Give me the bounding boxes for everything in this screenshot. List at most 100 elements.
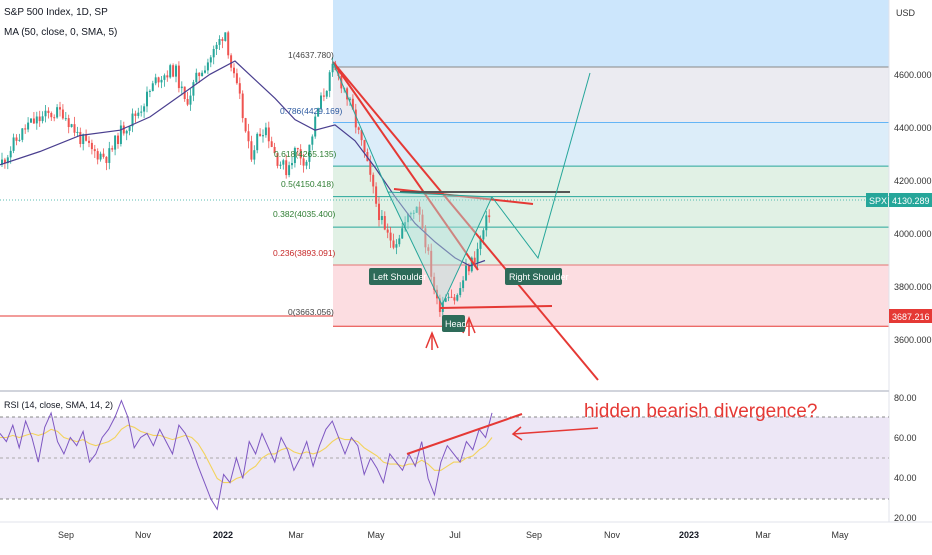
time-label-2022: 2022 xyxy=(213,530,233,540)
candle-body xyxy=(143,106,146,112)
candle-body xyxy=(456,295,459,301)
candle-body xyxy=(331,63,334,73)
price-tick-4600: 4600.000 xyxy=(894,70,932,80)
candle-body xyxy=(320,95,322,109)
candle-body xyxy=(76,131,79,133)
candle-body xyxy=(262,135,264,137)
symbol-title[interactable]: S&P 500 Index, 1D, SP xyxy=(4,7,108,18)
candle-body xyxy=(354,109,357,128)
candle-body xyxy=(346,88,349,100)
candle-body xyxy=(465,265,467,281)
candle-body xyxy=(433,276,436,290)
candle-body xyxy=(59,107,61,110)
candle-body xyxy=(235,73,238,84)
candle-body xyxy=(99,153,102,160)
candle-body xyxy=(267,127,270,142)
candle-body xyxy=(1,159,3,165)
candle-body xyxy=(189,95,192,105)
candle-body xyxy=(308,144,311,162)
candle-body xyxy=(108,148,111,163)
candle-body xyxy=(407,214,409,223)
candle-body xyxy=(453,297,456,301)
candle-body xyxy=(418,206,421,215)
candle-body xyxy=(44,110,47,117)
rsi-label[interactable]: RSI (14, close, SMA, 14, 2) xyxy=(4,400,113,410)
candle-body xyxy=(24,128,27,130)
candle-body xyxy=(30,118,32,123)
candle-body xyxy=(389,232,392,241)
left-shoulder-label[interactable]: Left Shoulder xyxy=(369,268,427,285)
candle-body xyxy=(264,127,267,136)
candle-body xyxy=(351,98,354,110)
candle-body xyxy=(79,131,82,144)
candle-body xyxy=(302,158,305,166)
divergence-annotation[interactable]: hidden bearish divergence? xyxy=(584,401,817,422)
candle-body xyxy=(363,140,366,153)
candle-body xyxy=(380,216,383,221)
candle-body xyxy=(73,124,76,133)
price-tick-3600: 3600.000 xyxy=(894,335,932,345)
pattern-drawings[interactable] xyxy=(332,61,599,381)
candle-body xyxy=(157,77,160,83)
fib-zone-0 xyxy=(333,66,889,123)
candle-body xyxy=(56,107,59,118)
fibonacci-retracement[interactable] xyxy=(0,0,889,327)
head-text: Head xyxy=(445,319,467,329)
ma-indicator-label[interactable]: MA (50, close, 0, SMA, 5) xyxy=(4,27,117,38)
candle-body xyxy=(293,147,296,164)
candle-body xyxy=(447,296,450,299)
candle-body xyxy=(250,141,253,160)
candle-body xyxy=(427,247,430,251)
candle-body xyxy=(206,62,209,71)
right-shoulder-text: Right Shoulder xyxy=(509,272,569,282)
candle-body xyxy=(476,248,479,263)
divergence-arrow-shaft[interactable] xyxy=(512,427,599,435)
time-label-2023: 2023 xyxy=(679,530,699,540)
candle-body xyxy=(93,149,96,152)
spx-price-tag[interactable]: SPX 4130.289 xyxy=(866,193,932,207)
candle-body xyxy=(285,160,288,176)
candle-body xyxy=(198,72,201,77)
candle-body xyxy=(3,159,6,164)
candle-body xyxy=(221,39,224,41)
candle-body xyxy=(488,215,491,218)
projection-trendline xyxy=(332,61,599,381)
candle-body xyxy=(412,212,415,214)
candle-body xyxy=(479,239,482,249)
candle-body xyxy=(172,65,175,77)
fib-label-0786: 0.786(4429.169) xyxy=(280,106,343,116)
rsi-divergence-line[interactable] xyxy=(406,413,523,455)
candle-body xyxy=(64,118,67,120)
candle-body xyxy=(163,75,166,80)
candle-body xyxy=(148,90,151,92)
pattern-leg xyxy=(332,61,389,193)
head-label[interactable]: Head xyxy=(442,315,467,332)
candle-body xyxy=(409,213,412,215)
right-shoulder-label[interactable]: Right Shoulder xyxy=(505,268,569,285)
candle-body xyxy=(401,228,404,239)
candle-body xyxy=(9,150,12,158)
left-shoulder-text: Left Shoulder xyxy=(373,272,427,282)
candle-body xyxy=(67,118,70,128)
low-price-tag[interactable]: 3687.216 xyxy=(889,309,932,323)
candle-body xyxy=(27,122,30,130)
time-label-jul-2022: Jul xyxy=(449,530,461,540)
time-axis[interactable]: Sep Nov 2022 Mar May Jul Sep Nov 2023 Ma… xyxy=(0,521,932,540)
candle-body xyxy=(311,136,314,145)
candle-body xyxy=(134,113,137,116)
candle-body xyxy=(444,298,447,302)
price-tick-4200: 4200.000 xyxy=(894,176,932,186)
candle-body xyxy=(140,111,143,113)
candle-body xyxy=(273,146,276,154)
candle-body xyxy=(90,142,93,150)
candle-body xyxy=(209,57,212,63)
candle-body xyxy=(88,140,90,143)
fib-zone-5 xyxy=(333,265,889,327)
candle-body xyxy=(224,32,227,41)
candle-body xyxy=(247,131,250,142)
fib-zone-3 xyxy=(333,196,889,228)
rsi-pane[interactable]: RSI (14, close, SMA, 14, 2) 80.00 60.00 … xyxy=(0,393,917,523)
candle-body xyxy=(485,215,488,231)
